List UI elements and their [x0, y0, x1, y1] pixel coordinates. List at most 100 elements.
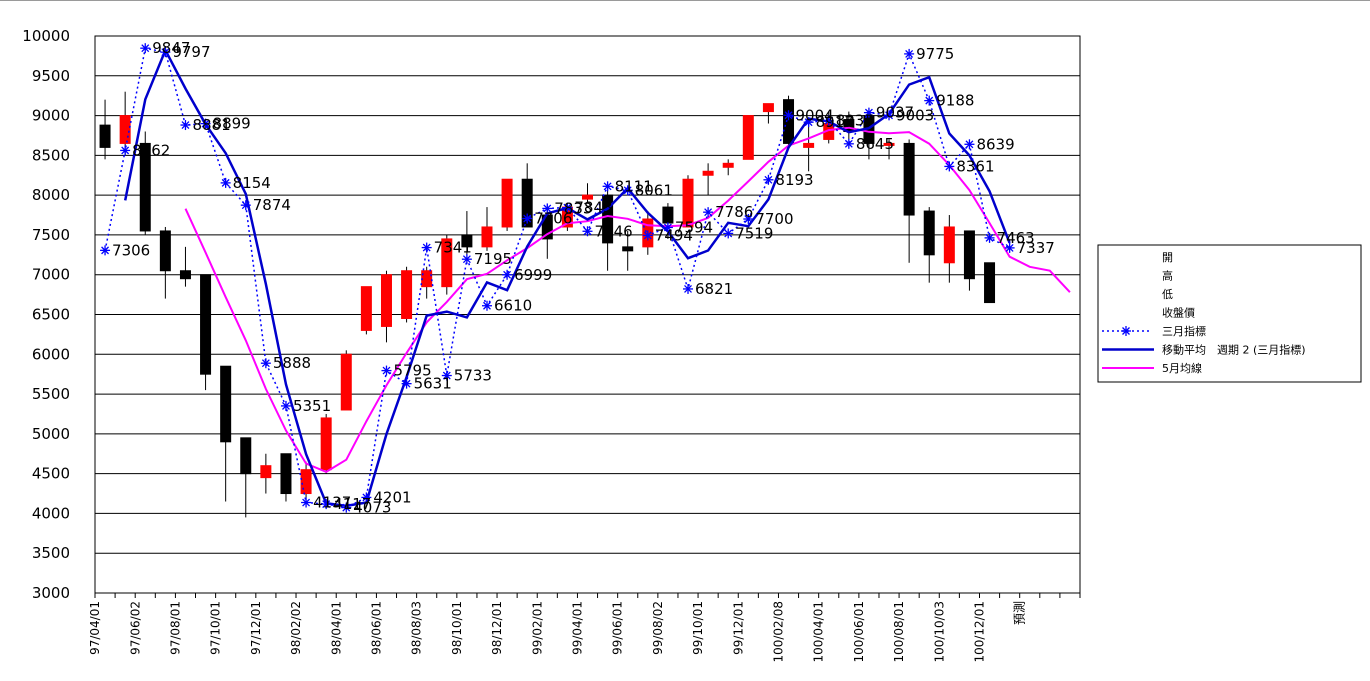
- data-label: 7337: [1017, 239, 1055, 257]
- data-label: 7706: [534, 210, 572, 228]
- y-tick-label: 9500: [32, 67, 70, 85]
- candle-body: [602, 194, 614, 244]
- candle-body: [521, 178, 533, 228]
- y-tick-label: 4500: [32, 465, 70, 483]
- candle-body: [380, 274, 392, 327]
- data-label: 5795: [393, 362, 431, 380]
- three-month-point: [341, 502, 352, 513]
- data-label: 8899: [213, 115, 251, 133]
- data-label: 8639: [976, 135, 1014, 153]
- three-month-point: [562, 202, 573, 213]
- x-tick-label: 100/08/01: [892, 601, 906, 663]
- y-tick-label: 3500: [32, 544, 70, 562]
- candle-body: [742, 115, 754, 160]
- y-tick-label: 8500: [32, 146, 70, 164]
- data-label: 7874: [253, 196, 291, 214]
- x-tick-label: 98/06/01: [369, 601, 383, 655]
- data-label: 8111: [615, 177, 653, 195]
- three-month-point: [582, 226, 593, 237]
- data-label: 7463: [997, 229, 1035, 247]
- y-tick-label: 3000: [32, 584, 70, 602]
- three-month-point: [964, 139, 975, 150]
- three-month-point: [220, 177, 231, 188]
- three-month-point: [944, 161, 955, 172]
- three-month-point: [904, 48, 915, 59]
- data-label: 4137: [313, 494, 351, 512]
- candle-body: [119, 115, 131, 144]
- data-label: 8937: [836, 112, 874, 130]
- data-label: 7519: [735, 224, 773, 242]
- three-month-point: [502, 269, 513, 280]
- data-label: 9847: [152, 39, 190, 57]
- three-month-point: [421, 242, 432, 253]
- three-month-point: [301, 497, 312, 508]
- data-label: 5351: [293, 397, 331, 415]
- legend-label: 高: [1162, 269, 1173, 283]
- candle-body: [943, 226, 955, 264]
- candle-body: [702, 170, 714, 176]
- x-tick-label: 100/02/08: [772, 601, 786, 663]
- candle-body: [220, 365, 232, 443]
- data-label: 7700: [755, 210, 793, 228]
- three-month-point: [783, 110, 794, 121]
- candle-body: [401, 270, 413, 319]
- data-label: 6821: [695, 280, 733, 298]
- legend-label: 低: [1162, 288, 1173, 301]
- data-label: 4201: [373, 488, 411, 506]
- x-tick-label: 100/04/01: [812, 601, 826, 663]
- x-tick-label: 98/02/02: [289, 601, 303, 655]
- legend-label: 收盤價: [1162, 306, 1195, 320]
- data-label: 9037: [876, 104, 914, 122]
- y-tick-label: 10000: [22, 27, 70, 45]
- three-month-point: [924, 95, 935, 106]
- three-month-point: [200, 118, 211, 129]
- candle-body: [803, 142, 815, 148]
- three-month-point: [823, 115, 834, 126]
- x-tick-label: 97/06/02: [128, 601, 142, 655]
- candle-body: [923, 210, 935, 256]
- candle-body: [240, 437, 252, 475]
- three-month-point: [642, 230, 653, 241]
- y-tick-label: 7000: [32, 266, 70, 284]
- data-label: 4073: [353, 499, 391, 517]
- x-tick-label: 97/10/01: [209, 601, 223, 655]
- three-month-point: [743, 214, 754, 225]
- three-month-point: [381, 365, 392, 376]
- three-month-indicator-line: [104, 47, 1010, 509]
- three-month-point: [542, 203, 553, 214]
- candle-body: [421, 270, 433, 288]
- x-tick-label: 98/12/01: [490, 601, 504, 655]
- candle-body: [441, 238, 453, 288]
- data-label: 7306: [112, 241, 150, 259]
- data-label: 8154: [233, 174, 271, 192]
- candle-body: [280, 453, 292, 495]
- three-month-point: [321, 499, 332, 510]
- candle-body: [883, 142, 895, 146]
- three-month-point: [240, 200, 251, 211]
- top-border: [0, 0, 1370, 1]
- x-tick-label: 97/12/01: [249, 601, 263, 655]
- data-label: 9188: [936, 92, 974, 110]
- data-label: 7494: [655, 226, 693, 244]
- candle-body: [320, 417, 332, 471]
- data-label: 8881: [192, 116, 230, 134]
- three-month-point: [1004, 242, 1015, 253]
- data-label: 8645: [856, 135, 894, 153]
- candle-body: [481, 226, 493, 248]
- ma5-line: [184, 126, 1071, 474]
- candle-body: [139, 142, 151, 232]
- three-month-point: [160, 47, 171, 58]
- data-label: 6999: [514, 266, 552, 284]
- data-label: 7786: [715, 203, 753, 221]
- three-month-point: [662, 222, 673, 233]
- legend-star-marker: [1121, 326, 1131, 336]
- data-label: 8917: [816, 113, 854, 131]
- data-label: 9797: [172, 43, 210, 61]
- y-tick-label: 7500: [32, 226, 70, 244]
- three-month-point: [884, 110, 895, 121]
- y-tick-label: 9000: [32, 107, 70, 125]
- candle-body: [461, 234, 473, 248]
- x-tick-label: 99/10/01: [691, 601, 705, 655]
- three-month-point: [763, 174, 774, 185]
- three-month-point: [723, 228, 734, 239]
